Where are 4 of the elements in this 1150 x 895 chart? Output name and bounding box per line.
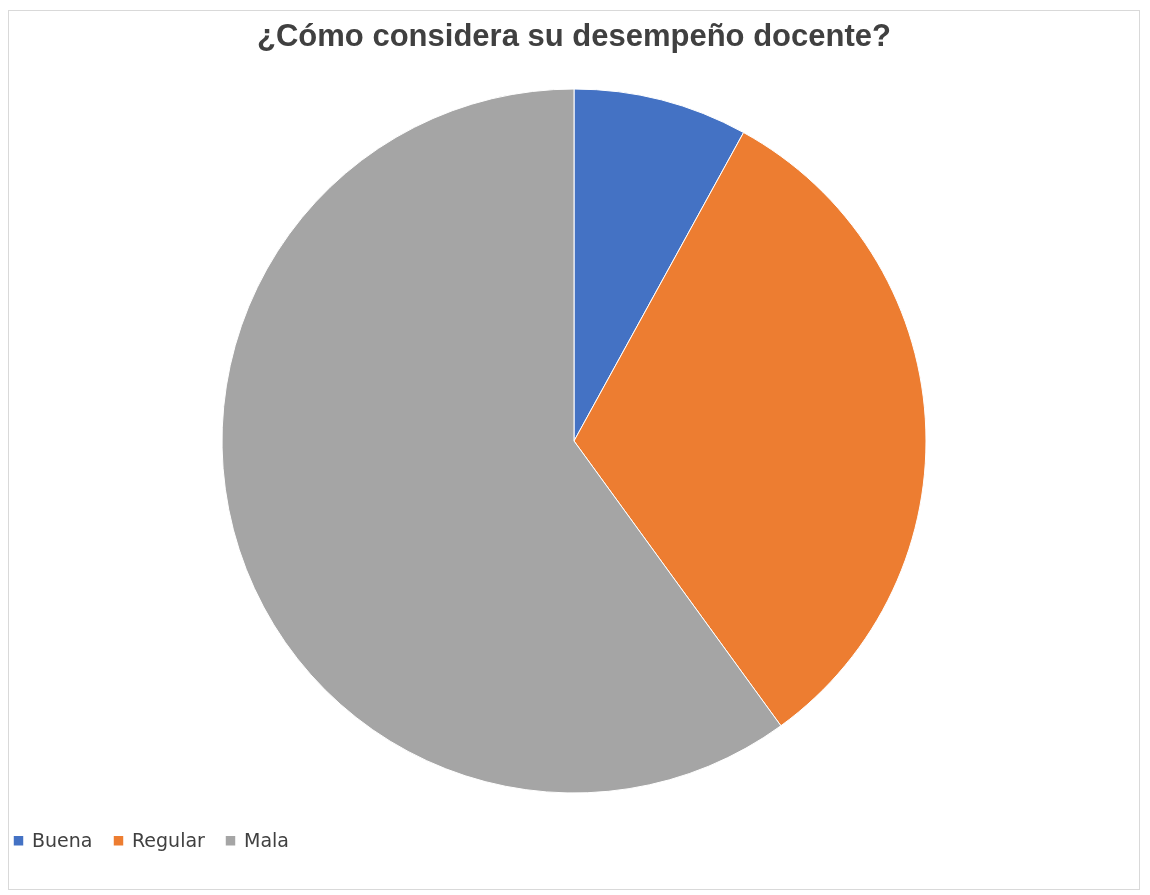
legend-label: Regular (132, 828, 206, 851)
legend-label: Mala (244, 828, 289, 851)
legend-label: Buena (32, 828, 93, 851)
chart-title: ¿Cómo considera su desempeño docente? (257, 18, 891, 53)
